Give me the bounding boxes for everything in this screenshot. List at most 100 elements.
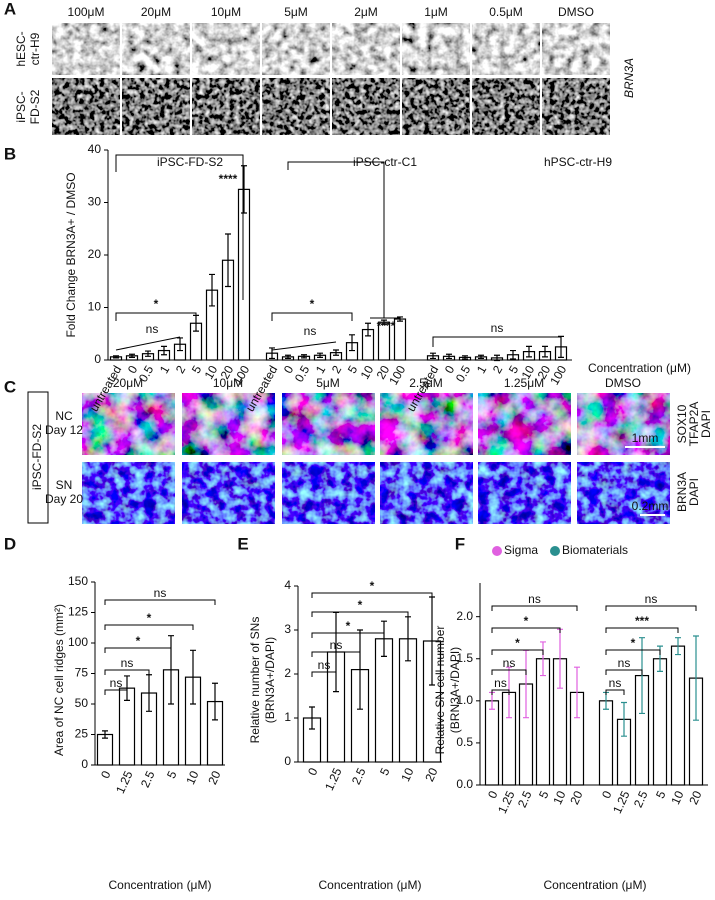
- error-bar: [494, 354, 500, 362]
- x-tick-label: 0: [305, 765, 321, 777]
- error-bar: [145, 350, 151, 357]
- stain-label: DAPI: [687, 478, 701, 506]
- y-tick-label: 4: [284, 578, 291, 592]
- error-bar: [161, 345, 167, 356]
- x-tick-label: 100: [386, 363, 408, 388]
- x-tick-label: 1: [157, 363, 173, 376]
- significance-label: ns: [146, 322, 159, 336]
- significance-bracket: [432, 336, 562, 347]
- legend-swatch: [550, 546, 560, 556]
- bar: [652, 658, 668, 786]
- significance-bracket: [605, 649, 661, 655]
- legend-label: Sigma: [504, 543, 538, 557]
- panel-letter: E: [237, 534, 248, 553]
- significance-label: ns: [528, 592, 541, 606]
- x-tick-label: 1.25: [495, 788, 518, 815]
- micrograph-texture: [478, 462, 571, 524]
- x-tick-label: 5: [536, 788, 552, 800]
- row-label: NC: [55, 409, 73, 423]
- x-tick-label: 5: [653, 788, 669, 800]
- significance-label: *: [631, 636, 636, 650]
- x-tick-label: 0.5: [292, 363, 313, 385]
- significance-label: ns: [618, 656, 631, 670]
- significance-label: ***: [635, 614, 649, 628]
- significance-bracket: [104, 647, 172, 653]
- error-bar: [526, 345, 532, 358]
- error-bar: [446, 353, 452, 360]
- significance-label: ****: [219, 172, 238, 186]
- row-label: iPSC-: [14, 91, 28, 122]
- x-tick-label: 2.5: [631, 788, 651, 809]
- significance-label: ns: [503, 656, 516, 670]
- micrograph-texture: [182, 462, 275, 524]
- micrograph-texture: [542, 78, 610, 135]
- significance-label: ****: [377, 319, 396, 333]
- group-label: iPSC-ctr-C1: [353, 155, 417, 169]
- bar: [484, 700, 500, 786]
- micrograph-texture: [402, 23, 470, 75]
- error-bar: [209, 273, 215, 307]
- error-bar: [621, 701, 627, 737]
- row-label: Day 12: [45, 423, 83, 437]
- legend-label: Biomaterials: [562, 543, 628, 557]
- significance-bracket: [271, 312, 353, 321]
- x-tick-label: 1.25: [610, 788, 633, 815]
- significance-label: ns: [491, 321, 504, 335]
- x-tick-label: 10: [668, 788, 686, 806]
- x-axis-label: Concentration (μM): [319, 878, 422, 892]
- scale-bar-label: 0.2mm: [632, 499, 669, 513]
- row-label: SN: [56, 478, 73, 492]
- column-label: 100μM: [68, 5, 105, 19]
- error-bar: [349, 334, 355, 352]
- y-tick-label: 20: [88, 247, 102, 261]
- x-tick-label: 100: [547, 363, 569, 388]
- error-bar: [301, 354, 307, 359]
- error-bar: [212, 682, 218, 721]
- error-bar: [285, 354, 291, 360]
- x-tick-label: 2.5: [349, 765, 369, 786]
- micrograph-texture: [122, 23, 190, 75]
- error-bar: [129, 353, 135, 358]
- x-tick-label: 2.5: [515, 788, 535, 809]
- bar: [393, 318, 407, 361]
- x-tick-label: 20: [422, 765, 440, 783]
- y-tick-label: 10: [88, 300, 102, 314]
- column-label: 5μM: [284, 5, 308, 19]
- significance-label: *: [524, 614, 529, 628]
- micrograph-texture: [577, 462, 670, 524]
- micrograph-texture: [332, 78, 400, 135]
- legend-swatch: [492, 546, 502, 556]
- significance-bracket: [605, 605, 697, 611]
- y-tick-label: 75: [75, 666, 89, 680]
- error-bar: [225, 233, 231, 288]
- column-label: 2.5μM: [409, 376, 443, 390]
- micrograph-texture: [380, 393, 473, 455]
- error-bar: [693, 635, 699, 721]
- panel-letter: B: [4, 144, 16, 163]
- row-label: ctr-H9: [28, 32, 42, 65]
- significance-bracket: [605, 627, 679, 633]
- significance-bracket: [311, 671, 337, 677]
- y-tick-label: 40: [88, 142, 102, 156]
- significance-bracket: [115, 336, 181, 351]
- significance-label: ns: [330, 638, 343, 652]
- significance-bracket: [491, 689, 510, 695]
- significance-bracket: [104, 689, 128, 695]
- significance-label: ns: [494, 676, 507, 690]
- x-tick-label: 20: [535, 363, 554, 382]
- y-tick-label: 2.0: [456, 609, 473, 623]
- scale-bar-label: 1mm: [632, 431, 659, 445]
- significance-label: *: [154, 297, 159, 311]
- x-tick-label: 0: [98, 768, 114, 780]
- y-axis-label: (BRN3A+/DAPI): [448, 647, 462, 733]
- row-label: FD-S2: [28, 89, 42, 124]
- column-label: DMSO: [558, 5, 594, 19]
- error-bar: [190, 649, 196, 705]
- y-tick-label: 150: [68, 574, 88, 588]
- x-tick-label: 1: [313, 363, 329, 376]
- error-bar: [177, 337, 183, 352]
- error-bar: [478, 354, 484, 360]
- y-axis-label: Fold Change BRN3A+ / DMSO: [64, 172, 78, 337]
- marker-label: BRN3A: [622, 58, 636, 98]
- micrograph-texture: [577, 393, 670, 455]
